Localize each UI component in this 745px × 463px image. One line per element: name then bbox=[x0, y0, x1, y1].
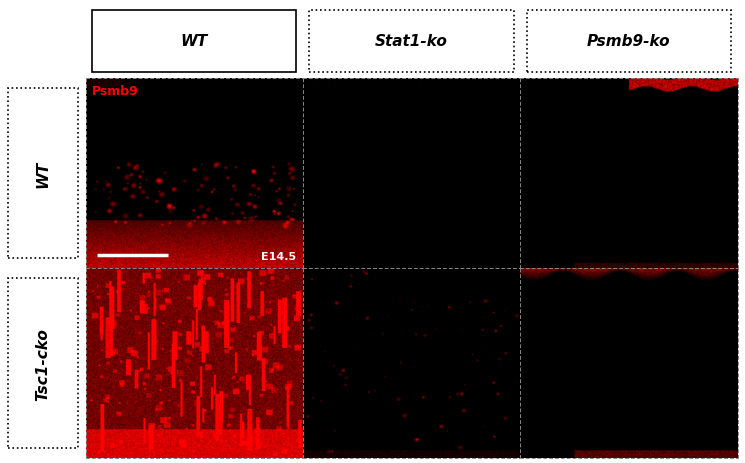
Text: E14.5: E14.5 bbox=[261, 251, 297, 261]
FancyBboxPatch shape bbox=[7, 89, 78, 258]
Text: Psmb9-ko: Psmb9-ko bbox=[587, 34, 670, 49]
Text: Stat1-ko: Stat1-ko bbox=[375, 34, 448, 49]
FancyBboxPatch shape bbox=[309, 11, 514, 73]
Text: WT: WT bbox=[181, 34, 208, 49]
Text: Psmb9: Psmb9 bbox=[92, 84, 139, 97]
FancyBboxPatch shape bbox=[92, 11, 297, 73]
Text: WT: WT bbox=[35, 160, 51, 187]
Text: Tsc1-cko: Tsc1-cko bbox=[35, 327, 51, 400]
FancyBboxPatch shape bbox=[7, 279, 78, 448]
FancyBboxPatch shape bbox=[527, 11, 731, 73]
